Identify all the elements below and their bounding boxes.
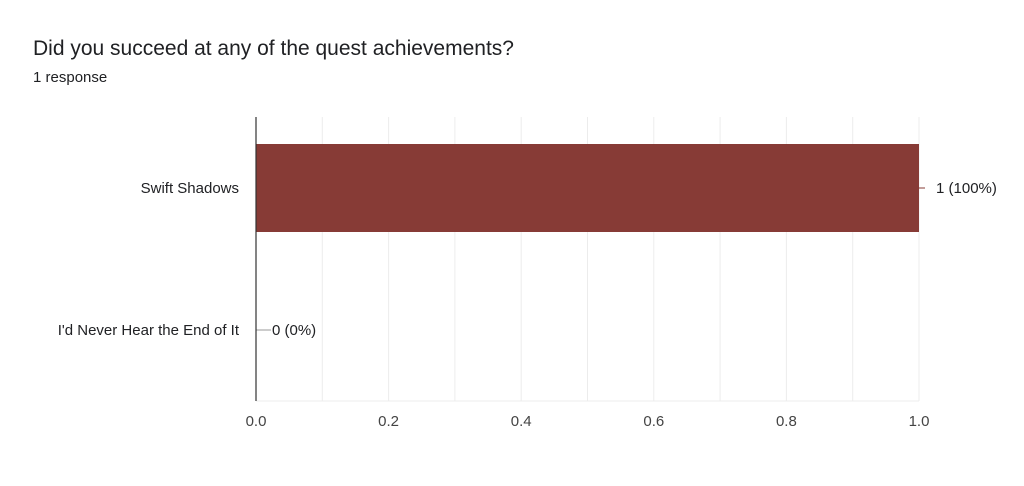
x-tick-label: 0.8 xyxy=(776,413,797,430)
x-tick-label: 0.0 xyxy=(246,413,267,430)
x-tick-label: 0.6 xyxy=(643,413,664,430)
category-label: Swift Shadows xyxy=(141,180,239,197)
bar xyxy=(256,144,919,232)
data-label: 1 (100%) xyxy=(936,180,997,197)
x-tick-label: 0.2 xyxy=(378,413,399,430)
category-label: I'd Never Hear the End of It xyxy=(58,322,240,339)
question-title: Did you succeed at any of the quest achi… xyxy=(33,37,514,60)
x-tick-label: 1.0 xyxy=(909,413,930,430)
response-count: 1 response xyxy=(33,69,108,86)
data-label: 0 (0%) xyxy=(272,322,316,339)
bars xyxy=(256,144,925,331)
x-tick-label: 0.4 xyxy=(511,413,532,430)
labels: 0.0 0.2 0.4 0.6 0.8 1.0 Swift Shadows 1 (100%) I… xyxy=(58,180,997,430)
